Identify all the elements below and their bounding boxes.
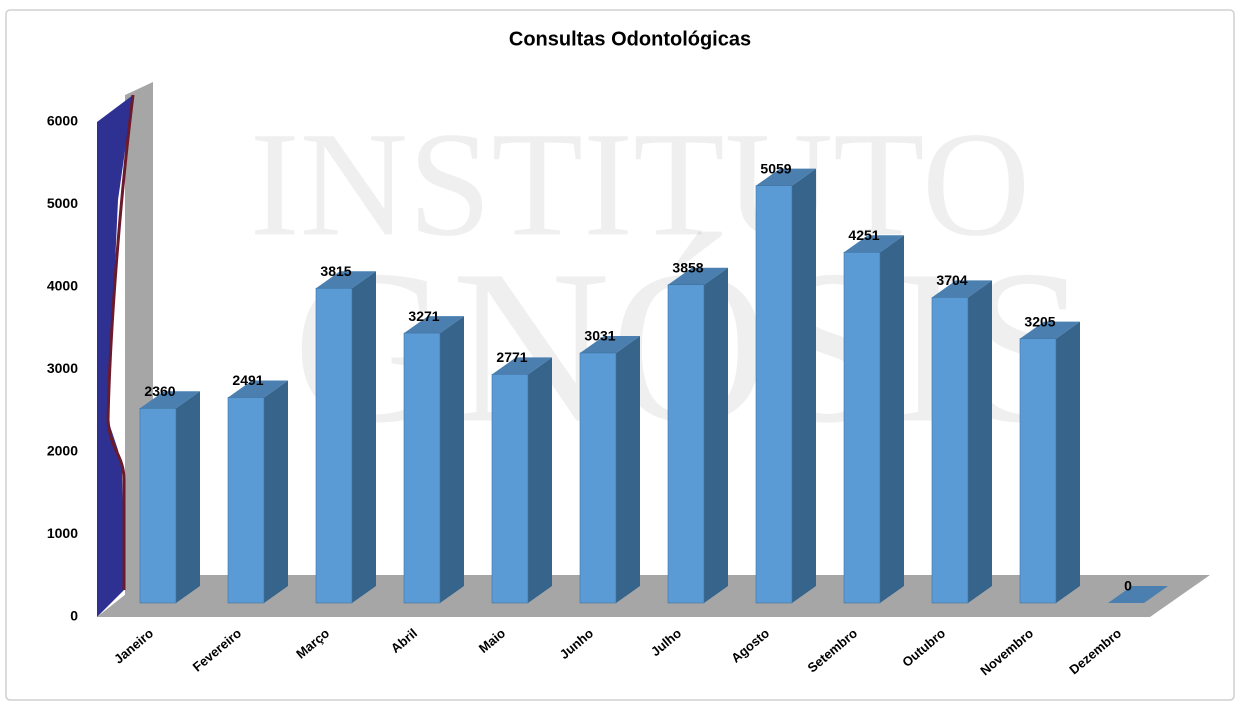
bar-top: [404, 316, 464, 334]
y-tick-label: 4000: [47, 278, 78, 294]
data-label: 3815: [320, 263, 351, 279]
data-label: 3271: [408, 308, 439, 324]
bar: [227, 380, 288, 604]
data-label: 5059: [760, 160, 791, 176]
data-label: 0: [1124, 578, 1132, 594]
y-tick-label: 0: [70, 608, 78, 624]
bar-top: [756, 168, 816, 186]
bar-side: [440, 316, 464, 603]
chart-title: Consultas Odontológicas: [509, 28, 751, 50]
bar-side: [968, 280, 992, 603]
y-tick-label: 3000: [47, 360, 78, 376]
side-wall: [97, 95, 133, 617]
bar: [755, 168, 816, 604]
bar-top: [668, 267, 728, 285]
bar-front: [491, 374, 529, 604]
bar: [931, 280, 992, 604]
bar-side: [880, 235, 904, 604]
data-label: 3205: [1024, 313, 1055, 329]
bar: [843, 235, 904, 604]
bar-side: [616, 335, 640, 603]
wall-edge: [106, 94, 135, 590]
bar-side: [176, 391, 200, 603]
data-label: 4251: [848, 227, 879, 243]
bar-front: [227, 397, 265, 604]
bar-side: [352, 271, 376, 603]
bar-top: [228, 380, 288, 398]
bar-front: [315, 287, 353, 604]
bar-top: [580, 335, 640, 353]
bar-top: [316, 271, 376, 289]
bar-top: [1020, 321, 1080, 339]
bar: [1108, 586, 1168, 603]
bar-front: [1019, 338, 1057, 604]
bar-top: [492, 357, 552, 375]
bar-front: [843, 251, 881, 604]
bar-front: [667, 284, 705, 604]
data-label: 2360: [144, 383, 175, 399]
bar-side: [704, 267, 728, 603]
bar-front: [579, 352, 617, 604]
bar: [579, 335, 640, 604]
bar: [1019, 321, 1080, 604]
bar: [667, 267, 728, 604]
bar-top: [844, 235, 904, 253]
bar-top: [1108, 586, 1168, 603]
bar-side: [264, 380, 288, 603]
bar-front: [755, 185, 793, 604]
bar-side: [528, 357, 552, 603]
bar-top: [932, 280, 992, 298]
y-tick-label: 5000: [47, 195, 78, 211]
data-label: 2771: [496, 349, 527, 365]
bar-side: [1056, 321, 1080, 603]
data-label: 3031: [584, 328, 615, 344]
bar-front: [931, 297, 969, 604]
bar: [491, 357, 552, 604]
bar-side: [792, 168, 816, 603]
y-tick-label: 6000: [47, 113, 78, 129]
data-label: 2491: [232, 372, 263, 388]
bar-front: [403, 332, 441, 604]
y-tick-label: 1000: [47, 525, 78, 541]
bar-top: [140, 391, 200, 409]
bar: [315, 271, 376, 604]
bar: [403, 316, 464, 604]
y-tick-label: 2000: [47, 443, 78, 459]
bar-front: [139, 407, 177, 604]
data-label: 3858: [672, 259, 703, 275]
bar: [139, 391, 200, 604]
data-label: 3704: [936, 272, 967, 288]
